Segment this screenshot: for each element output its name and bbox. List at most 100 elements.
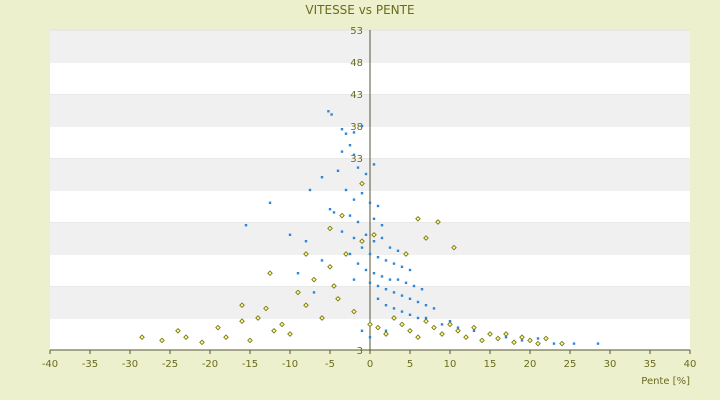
scatter-point-blue xyxy=(348,144,352,147)
scatter-point-blue xyxy=(408,313,412,316)
scatter-point-blue xyxy=(336,169,340,172)
scatter-point-blue xyxy=(340,128,344,131)
scatter-point-blue xyxy=(376,297,380,300)
x-tick-label: -5 xyxy=(325,359,335,370)
scatter-point-blue xyxy=(384,304,388,307)
scatter-point-blue xyxy=(352,278,356,281)
scatter-point-blue xyxy=(504,336,508,339)
scatter-point-blue xyxy=(356,220,360,224)
scatter-point-blue xyxy=(380,224,384,227)
scatter-point-blue xyxy=(380,236,384,240)
scatter-point-blue xyxy=(376,204,380,208)
scatter-point-olive xyxy=(487,331,493,337)
scatter-point-blue xyxy=(380,275,384,278)
scatter-point-olive xyxy=(439,331,445,337)
scatter-point-blue xyxy=(320,176,324,179)
scatter-point-blue xyxy=(472,329,476,332)
scatter-point-blue xyxy=(416,316,420,320)
scatter-point-olive xyxy=(223,334,229,341)
scatter-point-olive xyxy=(511,339,517,346)
scatter-point-olive xyxy=(327,263,333,270)
y-tick-label: 3 xyxy=(357,346,363,357)
scatter-point-blue xyxy=(356,262,360,265)
scatter-point-blue xyxy=(552,342,556,345)
scatter-point-olive xyxy=(367,321,373,328)
scatter-point-blue xyxy=(412,284,416,288)
scatter-point-blue xyxy=(392,262,396,265)
scatter-point-olive xyxy=(495,335,501,342)
scatter-point-blue xyxy=(420,288,424,291)
x-tick-label: -25 xyxy=(162,359,178,370)
scatter-point-blue xyxy=(360,246,364,249)
scatter-point-blue xyxy=(440,323,444,326)
scatter-point-olive xyxy=(535,340,541,347)
scatter-point-blue xyxy=(376,284,380,288)
scatter-point-olive xyxy=(335,295,341,302)
scatter-point-blue xyxy=(400,294,404,297)
x-tick-label: 40 xyxy=(684,359,697,370)
scatter-point-olive xyxy=(383,331,389,337)
scatter-point-olive xyxy=(503,331,509,337)
scatter-point-blue xyxy=(288,233,292,236)
x-tick-label: -35 xyxy=(82,359,98,370)
scatter-point-olive xyxy=(543,335,549,342)
scatter-point-olive xyxy=(255,315,261,321)
y-tick-label: 38 xyxy=(350,122,363,133)
x-tick-label: 15 xyxy=(484,359,497,370)
scatter-point-olive xyxy=(239,302,245,309)
scatter-point-blue xyxy=(424,316,428,320)
scatter-point-olive xyxy=(471,324,477,331)
scatter-point-blue xyxy=(268,201,272,204)
scatter-point-olive xyxy=(391,315,397,321)
scatter-point-blue xyxy=(368,201,372,204)
scatter-point-blue xyxy=(327,110,330,113)
scatter-point-blue xyxy=(392,291,396,294)
scatter-point-blue xyxy=(340,230,344,233)
scatter-point-blue xyxy=(344,188,348,192)
scatter-point-olive xyxy=(399,321,405,328)
scatter-point-blue xyxy=(360,329,364,332)
scatter-point-olive xyxy=(303,302,309,309)
scatter-point-olive xyxy=(415,334,421,341)
scatter-point-blue xyxy=(296,272,300,275)
scatter-point-olive xyxy=(267,270,273,277)
scatter-point-olive xyxy=(287,331,293,337)
scatter-point-olive xyxy=(303,251,309,257)
scatter-point-olive xyxy=(423,235,429,241)
scatter-point-blue xyxy=(396,249,400,252)
x-tick-label: 5 xyxy=(407,359,413,370)
scatter-point-blue xyxy=(356,166,360,169)
scatter-point-blue xyxy=(348,214,352,217)
scatter-point-blue xyxy=(368,336,372,339)
scatter-point-blue xyxy=(368,281,372,284)
scatter-point-blue xyxy=(364,233,368,236)
scatter-point-olive xyxy=(159,337,165,344)
scatter-point-olive xyxy=(239,318,245,325)
scatter-point-olive xyxy=(351,308,357,315)
scatter-point-blue xyxy=(400,310,404,313)
scatter-point-blue xyxy=(360,192,364,195)
scatter-point-olive xyxy=(559,340,565,347)
scatter-point-olive xyxy=(359,180,365,187)
scatter-point-blue xyxy=(348,252,352,256)
scatter-point-blue xyxy=(432,307,436,310)
scatter-point-olive xyxy=(311,276,317,283)
scatter-point-blue xyxy=(352,198,356,201)
scatter-point-blue xyxy=(328,208,332,211)
scatter-point-blue xyxy=(424,304,428,307)
scatter-point-olive xyxy=(271,327,277,334)
scatter-point-olive xyxy=(431,324,437,331)
scatter-point-olive xyxy=(183,334,189,341)
x-tick-label: 30 xyxy=(604,359,617,370)
scatter-point-blue xyxy=(400,265,404,268)
x-tick-label: -10 xyxy=(282,359,298,370)
scatter-point-olive xyxy=(319,315,325,321)
x-tick-label: 0 xyxy=(367,359,373,370)
scatter-point-olive xyxy=(139,334,145,341)
scatter-point-olive xyxy=(435,219,441,225)
scatter-point-blue xyxy=(372,240,376,243)
scatter-point-blue xyxy=(376,256,380,259)
scatter-point-blue xyxy=(448,320,452,323)
scatter-point-olive xyxy=(339,212,345,219)
